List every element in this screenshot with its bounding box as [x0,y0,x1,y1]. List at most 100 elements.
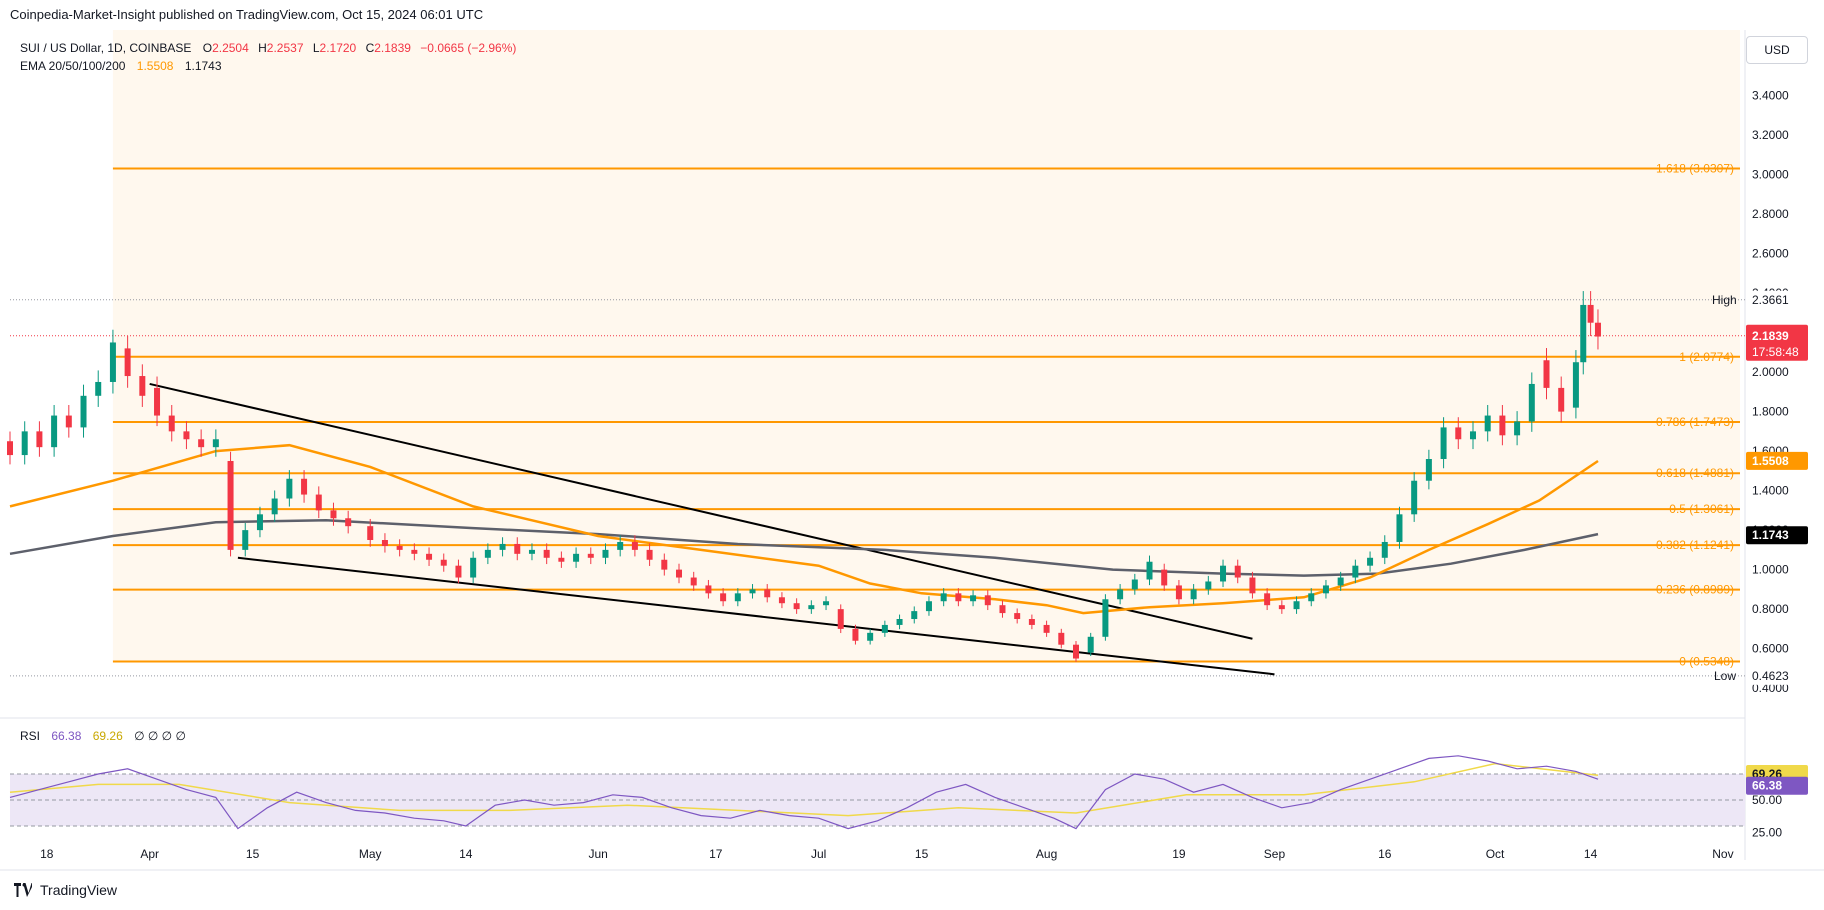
candle [1367,557,1374,566]
rsi-tick-25: 25.00 [1752,826,1782,840]
low-tag [1748,666,1794,685]
candle [470,557,477,578]
candle [1440,427,1447,460]
candle [1594,322,1601,337]
fib-levels: 1.618 (3.0307) 1 (2.0774) 0.786 (1.7473) 0.… [10,162,1745,677]
ema-tag-value-1: 1.5508 [1752,454,1789,468]
fib-label-0: 0 (0.5348) [1679,655,1734,669]
candle [7,441,13,456]
x-tick-label: 16 [1378,847,1392,861]
candle [646,549,653,560]
candle [764,589,771,598]
low-value: 0.4623 [1752,669,1789,683]
legend-line: SUI / US Dollar, 1D, COINBASE O2.2504 H2… [20,41,516,55]
candle [1014,613,1021,620]
rsi-ma-line [9,762,1599,817]
candle [411,549,418,554]
candle [1175,585,1182,600]
candle [367,526,374,540]
candle [168,415,175,432]
candle [778,597,785,604]
candle [940,593,947,602]
ema-tag-value-2: 1.1743 [1752,528,1789,542]
y-tick-label: 3.0000 [1752,168,1789,182]
legend-h-label: H [258,41,267,55]
fib-label-0.5: 0.5 (1.3061) [1669,502,1734,516]
grid-layer [0,30,1746,860]
candle [21,431,28,456]
tradingview-logo-icon [14,883,32,897]
candle [911,611,918,620]
high-value: 2.3661 [1752,293,1789,307]
candle [242,530,249,550]
legend-o-label: O [203,41,212,55]
candle [139,376,146,396]
candle [984,595,991,606]
x-tick-label: Aug [1036,847,1057,861]
candle [426,553,433,560]
candle [455,565,462,578]
trendlines [149,382,1275,676]
candle [1543,360,1550,388]
candle [271,498,278,515]
candle [124,348,131,377]
candle [1322,585,1329,594]
candle [837,609,844,629]
candle [705,585,712,594]
candle [1528,383,1535,422]
tradingview-brand: TradingView [12,882,117,898]
rsi-legend-v2: 69.26 [93,729,123,743]
candle [749,589,756,594]
candle [1234,565,1241,578]
candle [1220,565,1227,582]
candle [970,595,977,602]
ema-legend: EMA 20/50/100/200 1.5508 1.1743 [20,59,222,73]
legend-l-value: 2.1720 [320,41,357,55]
time-axis: 18 Apr 15 May 14 Jun 17 Jul 15 Aug 19 Sep 16 Oct 14 Nov [0,847,1824,871]
candle [1058,632,1065,645]
candles [7,291,1601,662]
ema-legend-v2: 1.1743 [185,59,222,73]
candle [330,510,337,519]
candle [1205,581,1212,590]
candle [514,543,521,554]
candle [315,494,322,511]
candle [345,518,352,527]
trendline-2 [237,556,1275,676]
legend-symbol: SUI / US Dollar, 1D, COINBASE [20,41,191,55]
fib-label-0.382: 0.382 (1.1241) [1656,538,1734,552]
candle [1161,569,1168,586]
candle [823,601,830,606]
fib-label-1.618: 1.618 (3.0307) [1656,162,1734,176]
candle [396,545,403,550]
x-tick-label: 15 [246,847,260,861]
candle [1293,601,1300,610]
legend-h-value: 2.2537 [267,41,304,55]
candle [1131,579,1138,590]
x-tick-label: Jun [588,847,607,861]
legend-c-label: C [366,41,375,55]
y-tick-label: 1.8000 [1752,405,1789,419]
candle [1469,431,1476,440]
candle [793,603,800,610]
candle [1102,599,1109,637]
y-tick-label: 0.6000 [1752,642,1789,656]
candle [95,381,102,396]
candle [1337,577,1344,586]
y-tick-label: 1.4000 [1752,484,1789,498]
x-tick-label: Jul [811,847,826,861]
candle [528,549,535,554]
fib-zone [112,30,1741,662]
currency-button[interactable]: USD [1746,36,1808,64]
candle [80,395,87,428]
candle [543,549,550,558]
y-tick-label: 0.8000 [1752,602,1789,616]
price-tag-value: 2.1839 [1752,329,1789,343]
x-tick-label: 19 [1172,847,1186,861]
candle [896,619,903,625]
ema-legend-v1: 1.5508 [137,59,174,73]
candle [1264,593,1271,606]
legend-change: −0.0665 (−2.96%) [420,41,516,55]
candle [1146,561,1153,580]
